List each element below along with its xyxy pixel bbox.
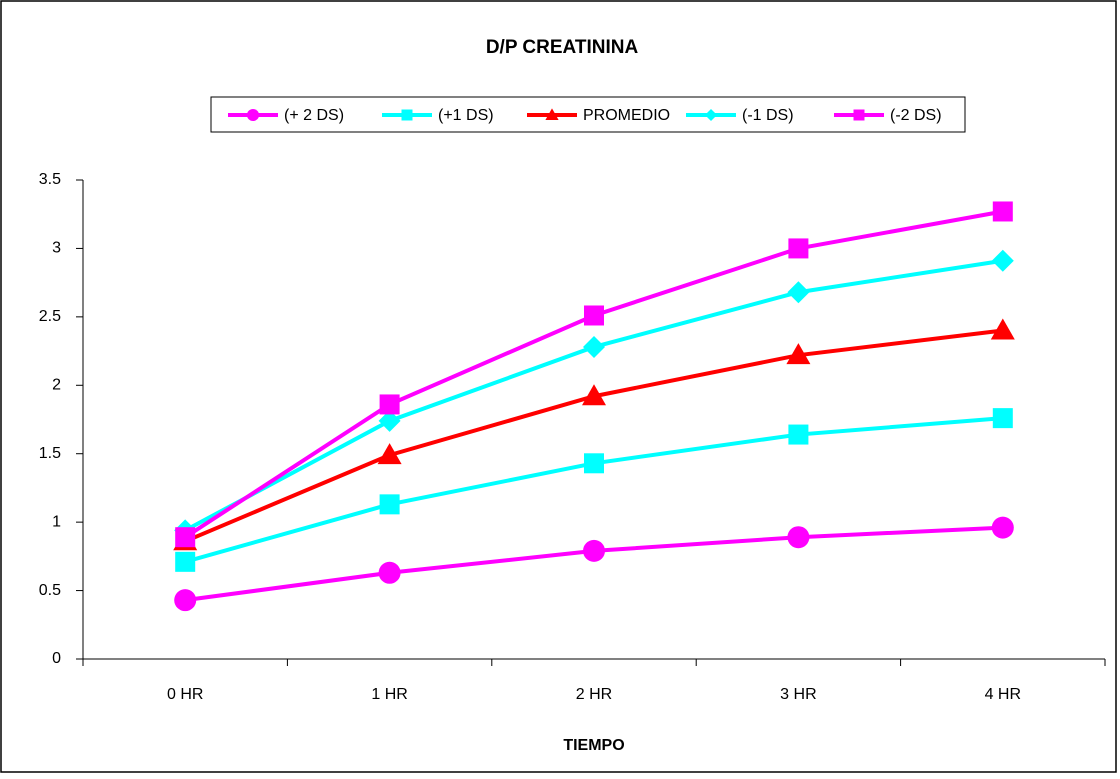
marker [584, 305, 604, 326]
x-tick-label: 3 HR [780, 686, 816, 703]
legend-label: (+ 2 DS) [284, 107, 344, 124]
y-tick-label: 3 [52, 240, 61, 257]
marker [704, 108, 718, 122]
marker [401, 109, 413, 121]
marker [787, 526, 810, 549]
marker [853, 109, 865, 121]
marker [583, 335, 605, 358]
y-tick-label: 1 [52, 513, 61, 530]
marker [378, 409, 401, 432]
marker [991, 249, 1014, 272]
marker [584, 453, 604, 474]
legend-label: (-1 DS) [742, 107, 794, 124]
marker [582, 384, 606, 406]
marker [174, 589, 197, 612]
y-tick-label: 2.5 [39, 308, 61, 325]
legend-label: (-2 DS) [890, 107, 942, 124]
marker [787, 281, 810, 304]
y-tick-label: 3.5 [39, 171, 61, 188]
marker [545, 108, 559, 120]
marker [788, 238, 809, 259]
x-axis-label: TIEMPO [563, 737, 624, 754]
marker [992, 201, 1013, 222]
marker [583, 539, 605, 562]
x-tick-label: 2 HR [576, 686, 612, 703]
marker [991, 516, 1014, 539]
x-tick-label: 1 HR [371, 686, 407, 703]
marker [175, 551, 196, 572]
y-tick-label: 0 [52, 650, 61, 667]
x-tick-label: 0 HR [167, 686, 203, 703]
marker [378, 561, 401, 584]
marker [175, 527, 196, 548]
marker [246, 108, 260, 122]
marker [990, 318, 1015, 340]
y-tick-label: 1.5 [39, 445, 61, 462]
marker [786, 343, 811, 365]
legend-label: (+1 DS) [438, 107, 494, 124]
x-tick-label: 4 HR [985, 686, 1021, 703]
y-tick-label: 0.5 [39, 582, 61, 599]
chart-title: D/P CREATININA [486, 37, 639, 58]
marker [992, 408, 1013, 429]
marker [377, 443, 402, 465]
marker [788, 424, 809, 445]
legend-label: PROMEDIO [583, 107, 670, 124]
marker [379, 394, 400, 415]
marker [379, 494, 400, 515]
y-tick-label: 2 [52, 377, 61, 394]
